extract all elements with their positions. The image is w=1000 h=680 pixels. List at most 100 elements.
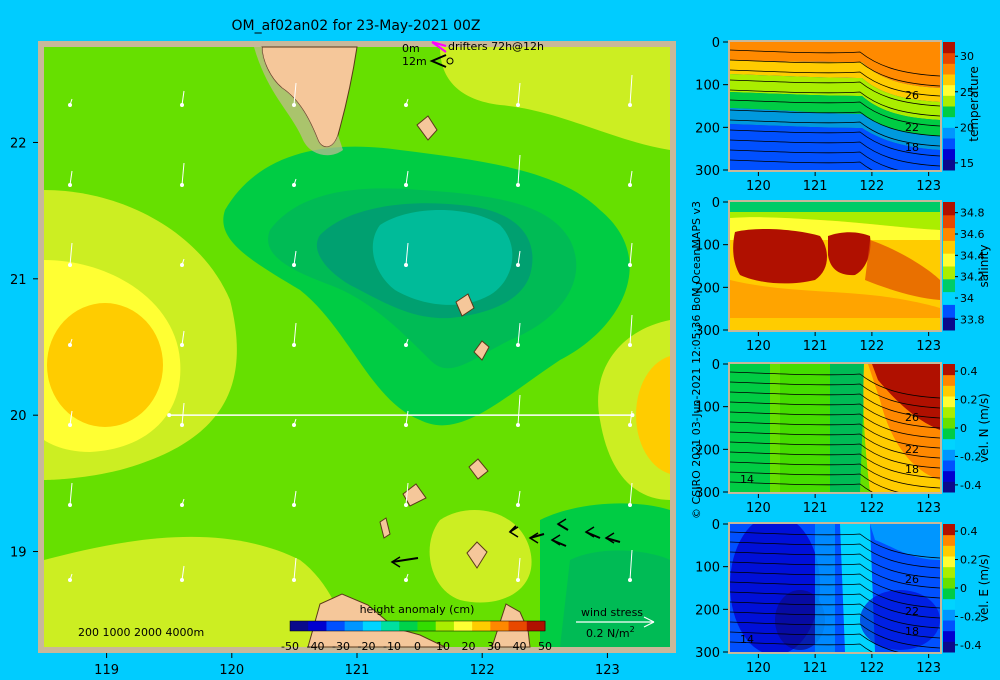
drifter-legend-0m-marker — [431, 41, 447, 53]
anomaly-colorbar-swatch — [344, 621, 364, 631]
section-x-tick-label: 121 — [803, 179, 828, 194]
colorbar-swatch — [943, 148, 955, 160]
colorbar-swatch — [943, 374, 955, 386]
colorbar-swatch — [943, 620, 955, 632]
drifter-arrowhead — [584, 526, 595, 538]
drifter-arrowhead — [528, 532, 539, 544]
anomaly-colorbar-tick-label: 50 — [538, 640, 552, 653]
colorbar-swatch — [943, 202, 955, 216]
colorbar-tick-label: 0.4 — [960, 525, 978, 538]
isotherm-contour — [730, 381, 940, 409]
map-x-tick-label: 123 — [595, 663, 620, 678]
wind-vector-tail — [180, 503, 184, 507]
wind-vector — [405, 242, 409, 266]
anomaly-colorbar-tick-label: -20 — [358, 640, 376, 653]
colorbar-tick-label: 25 — [960, 86, 974, 99]
drifter-legend-12m-marker — [429, 54, 447, 68]
wind-vector-tail — [180, 343, 184, 347]
anomaly-colorbar-tick-label: -10 — [383, 640, 401, 653]
isotherm-contour — [730, 561, 940, 589]
wind-vector-tail — [516, 343, 520, 347]
wind-vector — [181, 330, 185, 346]
wind-vector-tail — [180, 263, 184, 267]
wind-vector — [629, 410, 633, 426]
colorbar-swatch — [943, 417, 955, 429]
wind-vector — [517, 394, 521, 426]
wind-vector-tail — [292, 578, 296, 582]
section-x-tick-label: 120 — [746, 661, 771, 676]
isotherm-contour — [730, 611, 940, 639]
section-x-tick-label: 123 — [916, 501, 941, 516]
wind-vector — [517, 250, 521, 266]
wind-vector-tail — [516, 423, 520, 427]
wind-vector-tail — [292, 103, 296, 107]
isotherm-contour — [730, 139, 940, 167]
drifter-legend-label: drifters 72h@12h — [448, 40, 544, 53]
anomaly-colorbar: height anomaly (cm) -50 -40 -30 -20 -10 0 10 20… — [281, 603, 552, 653]
anomaly-colorbar-swatch — [308, 621, 327, 631]
temperature-colorbar: 15 20 25 30 — [943, 42, 974, 171]
wind-stress-value: 0.2 N/m2 — [586, 625, 635, 640]
anomaly-colorbar-tick-label: 10 — [436, 640, 450, 653]
section-y-tick-label: 0 — [712, 196, 720, 211]
colorbar-swatch — [943, 385, 955, 397]
map-y-tick-label: 20 — [10, 409, 27, 424]
section-y-tick-label: 0 — [712, 358, 720, 373]
anomaly-high-east — [636, 356, 670, 474]
colorbar-tick-label: 34.2 — [960, 271, 985, 284]
isotherm-contour — [730, 551, 940, 579]
section-x-tick-label: 122 — [859, 501, 884, 516]
section-line-end — [630, 413, 635, 418]
wind-vector-tail — [404, 578, 408, 582]
map-y-tick-label: 19 — [10, 546, 27, 561]
salinity-colorbar: 33.8 34 34.2 34.4 34.6 34.8 — [943, 202, 985, 331]
drifter-arrowhead — [550, 534, 561, 546]
map-x-tick-label: 122 — [470, 663, 495, 678]
temperature-colorbar-label: temperature — [967, 66, 981, 141]
map-y-tick-label: 21 — [10, 273, 27, 288]
wind-vector-tail — [292, 263, 296, 267]
map-y-axis: 19 20 21 22 — [10, 136, 38, 561]
anomaly-colorbar-tick-label: 30 — [487, 640, 501, 653]
land-island — [416, 115, 438, 141]
colorbar-tick-label: 33.8 — [960, 313, 985, 326]
anomaly-colorbar-swatch — [453, 621, 473, 631]
drifter-arrowhead — [508, 526, 519, 538]
colorbar-swatch — [943, 545, 955, 557]
anomaly-colorbar-tick-label: -40 — [307, 640, 325, 653]
colorbar-tick-label: 0.2 — [960, 394, 978, 407]
anomaly-colorbar-swatches — [289, 620, 546, 632]
isotherm-contour — [730, 129, 940, 157]
wind-vector — [181, 402, 185, 426]
wind-vector — [293, 490, 297, 506]
map-x-tick-label: 121 — [345, 663, 370, 678]
colorbar-tick-label: 15 — [960, 157, 974, 170]
colorbar-swatch — [943, 74, 955, 86]
colorbar-swatch — [943, 214, 955, 229]
velocity-east-contour-label: 22 — [905, 605, 919, 618]
salinity-field — [730, 202, 940, 330]
velocity-east-contour-label: 14 — [740, 633, 754, 646]
wind-vector-tail — [516, 183, 520, 187]
colorbar-tick-label: 0 — [960, 582, 967, 595]
colorbar-swatch — [943, 159, 955, 171]
section-x-tick-label: 123 — [916, 179, 941, 194]
section-x-tick-label: 120 — [746, 501, 771, 516]
wind-vector — [517, 82, 521, 106]
colorbar-swatch — [943, 460, 955, 472]
drifter-legend-0m: 0m — [402, 42, 420, 55]
velocity-north-contour-label: 14 — [740, 473, 754, 486]
anomaly-colorbar-swatch — [472, 621, 491, 631]
anomaly-colorbar-swatch — [417, 621, 437, 631]
velocity-north-contour-label: 22 — [905, 443, 919, 456]
wind-vector — [629, 549, 633, 581]
wind-vector — [181, 90, 185, 106]
velocity-east-colorbar: -0.4 -0.2 0 0.2 0.4 — [943, 524, 981, 653]
velocity-north-colorbar: -0.4 -0.2 0 0.2 0.4 — [943, 364, 981, 493]
wind-vector — [181, 565, 185, 581]
section-y-tick-label: 200 — [695, 603, 720, 618]
section-y-tick-label: 100 — [695, 561, 720, 576]
velocity-north-contours — [730, 371, 940, 492]
wind-vector-tail — [516, 103, 520, 107]
